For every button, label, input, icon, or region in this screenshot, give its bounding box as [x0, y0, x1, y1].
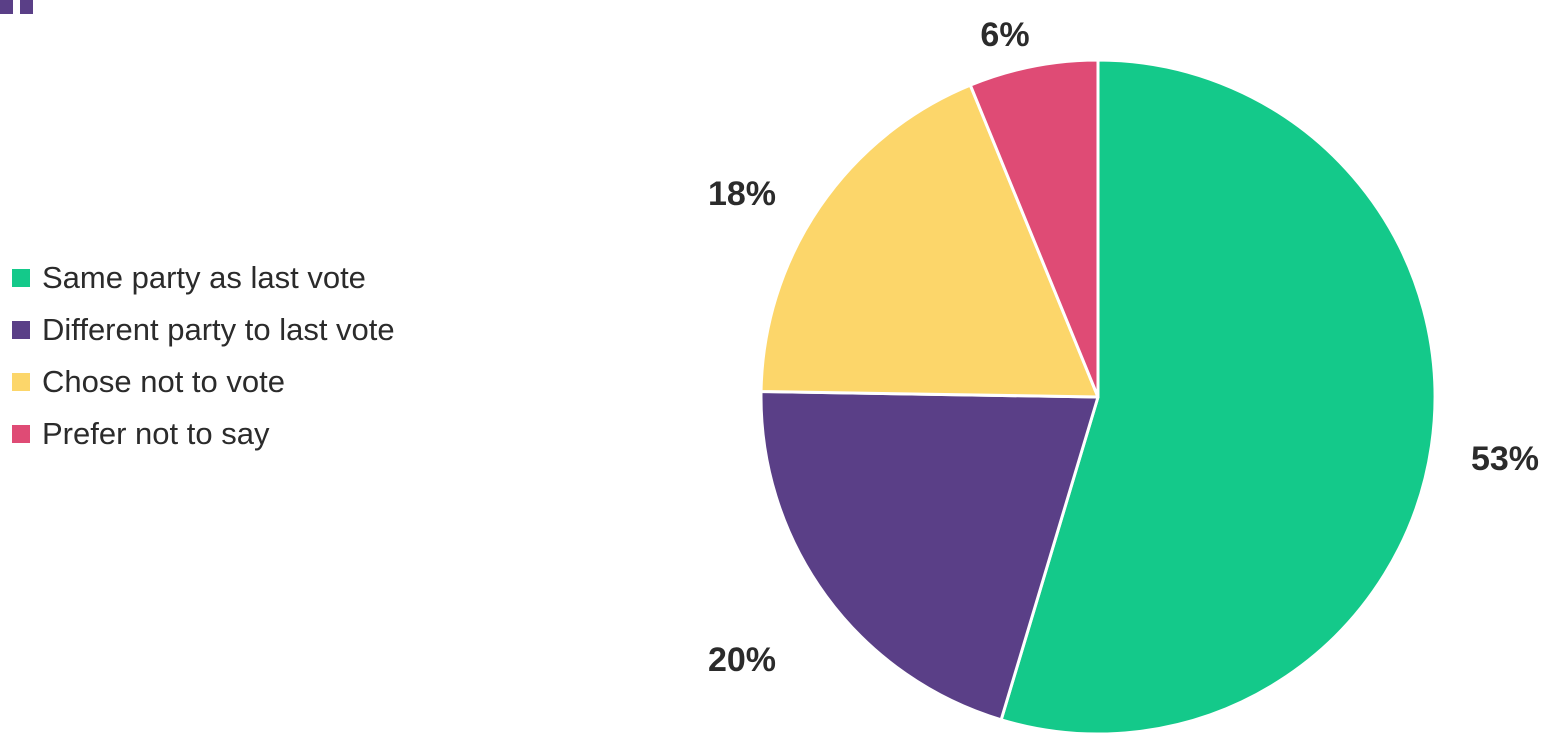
- chart-legend: Same party as last vote Different party …: [12, 252, 395, 460]
- legend-label: Same party as last vote: [42, 260, 366, 295]
- pie-data-label: 53%: [1471, 440, 1539, 478]
- legend-label: Prefer not to say: [42, 416, 270, 451]
- legend-item-same-party: Same party as last vote: [12, 252, 395, 304]
- legend-label: Different party to last vote: [42, 312, 395, 347]
- pie-data-label: 6%: [980, 16, 1029, 54]
- quote-mark-icon: [0, 0, 33, 14]
- quote-mark-bar: [20, 0, 33, 14]
- legend-swatch: [12, 425, 30, 443]
- legend-swatch: [12, 321, 30, 339]
- pie-data-label: 18%: [708, 175, 776, 213]
- pie-slice: [968, 58, 1100, 399]
- legend-swatch: [12, 269, 30, 287]
- legend-label: Chose not to vote: [42, 364, 285, 399]
- pie-slice: [759, 83, 1100, 399]
- quote-mark-bar: [0, 0, 13, 14]
- legend-item-chose-not-to-vote: Chose not to vote: [12, 356, 395, 408]
- legend-item-different-party: Different party to last vote: [12, 304, 395, 356]
- legend-item-prefer-not-to-say: Prefer not to say: [12, 408, 395, 460]
- pie-slice: [999, 58, 1437, 735]
- pie-data-label: 20%: [708, 641, 776, 679]
- pie-slice: [759, 390, 1100, 722]
- legend-swatch: [12, 373, 30, 391]
